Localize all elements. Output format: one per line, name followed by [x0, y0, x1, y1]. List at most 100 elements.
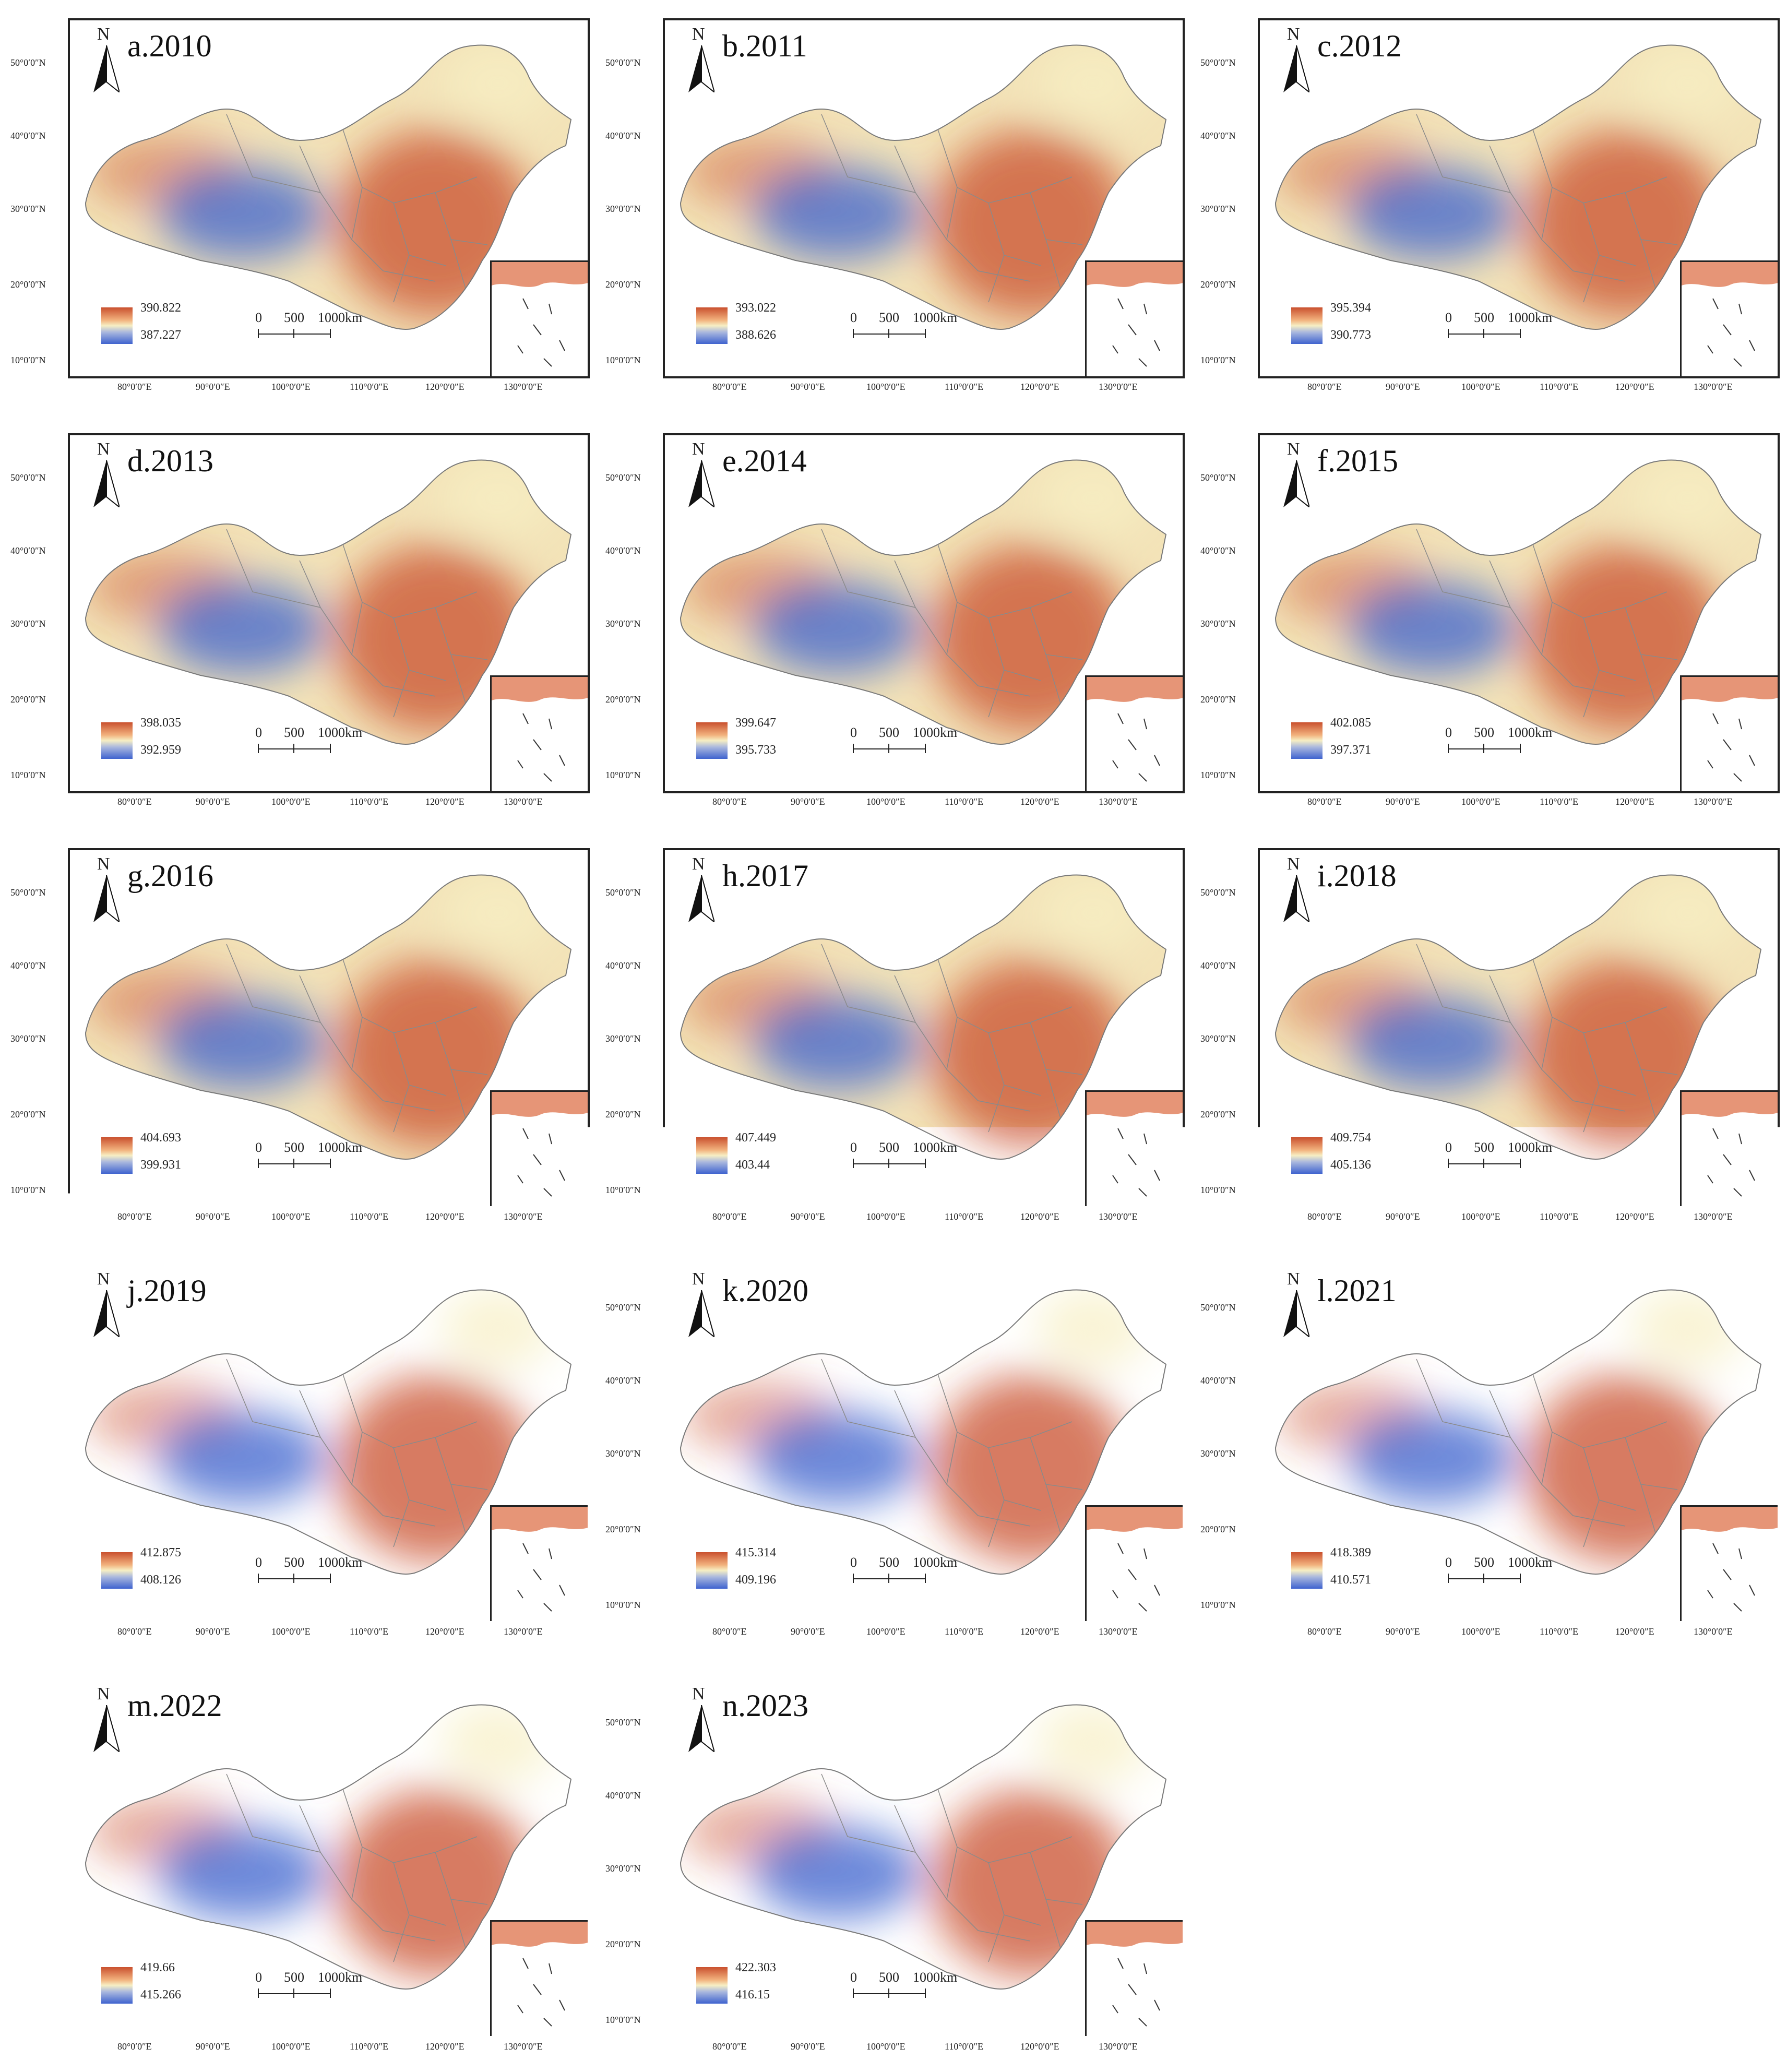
scale-tick [330, 1988, 331, 1998]
scale-zero: 0 [255, 310, 262, 326]
map-frame: Ni.2018 409.754 405.136 0 500 1000km [1258, 848, 1780, 1208]
latitude-label: 20°0′0″N [1200, 279, 1236, 290]
legend-min-value: 388.626 [735, 328, 776, 342]
concentration-blob [159, 1411, 326, 1505]
scale-tick [293, 329, 294, 338]
latitude-label: 50°0′0″N [605, 57, 641, 68]
scale-tick [1483, 1159, 1484, 1168]
scale-line [853, 334, 926, 335]
legend-max-value: 409.754 [1330, 1131, 1371, 1145]
latitude-label: 30°0′0″N [10, 618, 46, 629]
latitude-label: 30°0′0″N [10, 1448, 46, 1459]
scale-tick [258, 744, 259, 753]
scale-line [1448, 334, 1521, 335]
north-arrow-icon [1283, 875, 1315, 943]
scale-tick [853, 329, 854, 338]
latitude-label: 10°0′0″N [605, 770, 641, 781]
legend-color-bar [1291, 1137, 1323, 1174]
latitude-label: 10°0′0″N [10, 770, 46, 781]
latitude-label: 30°0′0″N [1200, 1448, 1236, 1459]
south-china-sea-inset [490, 260, 590, 378]
scale-tick [1448, 744, 1449, 753]
longitude-label: 100°0′0″E [271, 382, 311, 392]
concentration-blob [1630, 1286, 1745, 1370]
legend-color-bar [696, 722, 728, 759]
latitude-label: 10°0′0″N [605, 1185, 641, 1196]
longitude-label: 110°0′0″E [945, 796, 983, 807]
legend-color-bar [1291, 1552, 1323, 1589]
longitude-label: 110°0′0″E [1540, 796, 1578, 807]
latitude-label: 50°0′0″N [10, 472, 46, 483]
longitude-label: 120°0′0″E [425, 1211, 464, 1222]
legend-max-value: 415.314 [735, 1546, 776, 1560]
longitude-label: 110°0′0″E [1540, 1211, 1578, 1222]
scale-mid: 500 [284, 310, 304, 326]
longitude-label: 130°0′0″E [504, 382, 543, 392]
latitude-label: 10°0′0″N [1200, 355, 1236, 366]
scale-tick [888, 1159, 889, 1168]
north-label: N [97, 854, 110, 874]
scale-zero: 0 [1445, 1140, 1452, 1156]
scale-zero: 0 [850, 1555, 857, 1570]
scale-line [853, 1578, 926, 1579]
longitude-label: 130°0′0″E [1099, 1626, 1138, 1637]
latitude-label: 30°0′0″N [605, 1033, 641, 1044]
map-frame: Nk.2020 415.314 409.196 0 500 1000km [663, 1263, 1185, 1623]
north-label: N [692, 854, 705, 874]
scale-bar: 0 500 1000km [258, 1970, 336, 2006]
map-panel: 50°0′0″N 40°0′0″N 30°0′0″N 20°0′0″N 10°0′0″N… [1200, 8, 1787, 404]
legend-max-value: 404.693 [140, 1131, 181, 1145]
latitude-label: 10°0′0″N [1200, 1185, 1236, 1196]
scale-tick [888, 1988, 889, 1998]
legend-min-value: 387.227 [140, 328, 181, 342]
scale-bar: 0 500 1000km [258, 725, 336, 761]
scale-tick [853, 1574, 854, 1583]
longitude-label: 80°0′0″E [712, 1211, 747, 1222]
north-arrow-icon [688, 460, 720, 528]
latitude-label: 40°0′0″N [605, 1790, 641, 1801]
north-label: N [692, 439, 705, 459]
scale-mid: 500 [1474, 725, 1494, 741]
scale-line [853, 1993, 926, 1994]
longitude-label: 130°0′0″E [504, 796, 543, 807]
longitude-label: 120°0′0″E [425, 2041, 464, 2052]
south-china-sea-inset [1680, 675, 1780, 793]
scale-tick [1448, 329, 1449, 338]
latitude-label: 50°0′0″N [1200, 887, 1236, 898]
map-panel: 50°0′0″N 40°0′0″N 30°0′0″N 20°0′0″N 10°0′0″N… [10, 1668, 605, 2064]
scale-zero: 0 [255, 725, 262, 741]
scale-tick [1520, 1159, 1521, 1168]
scale-line [853, 748, 926, 749]
scale-end: 1000km [1508, 725, 1552, 741]
concentration-blob [754, 166, 921, 260]
scale-tick [1448, 1159, 1449, 1168]
scale-tick [1483, 329, 1484, 338]
scale-mid: 500 [284, 725, 304, 741]
south-china-sea-inset [490, 1090, 590, 1208]
north-label: N [692, 25, 705, 44]
latitude-label: 20°0′0″N [605, 1109, 641, 1120]
legend-min-value: 397.371 [1330, 743, 1371, 757]
longitude-label: 110°0′0″E [945, 2041, 983, 2052]
legend-min-value: 410.571 [1330, 1573, 1371, 1587]
longitude-label: 100°0′0″E [866, 1211, 906, 1222]
longitude-label: 80°0′0″E [117, 1211, 152, 1222]
legend-color-bar [696, 1137, 728, 1174]
map-frame: Nf.2015 402.085 397.371 0 500 1000km [1258, 433, 1780, 793]
longitude-label: 80°0′0″E [1307, 1626, 1342, 1637]
latitude-label: 20°0′0″N [10, 279, 46, 290]
longitude-label: 80°0′0″E [1307, 796, 1342, 807]
scale-bar: 0 500 1000km [853, 310, 931, 347]
legend-min-value: 395.733 [735, 743, 776, 757]
concentration-blob [159, 1826, 326, 1920]
longitude-label: 80°0′0″E [712, 382, 747, 392]
scale-tick [925, 1988, 926, 1998]
scale-tick [888, 1574, 889, 1583]
legend-max-value: 418.389 [1330, 1546, 1371, 1560]
longitude-label: 80°0′0″E [712, 796, 747, 807]
concentration-blob [1349, 996, 1516, 1090]
longitude-label: 120°0′0″E [1615, 796, 1654, 807]
latitude-label: 10°0′0″N [10, 1185, 46, 1196]
concentration-blob [1630, 456, 1745, 540]
map-frame: Nj.2019 412.875 408.126 0 500 1000km [68, 1263, 590, 1623]
